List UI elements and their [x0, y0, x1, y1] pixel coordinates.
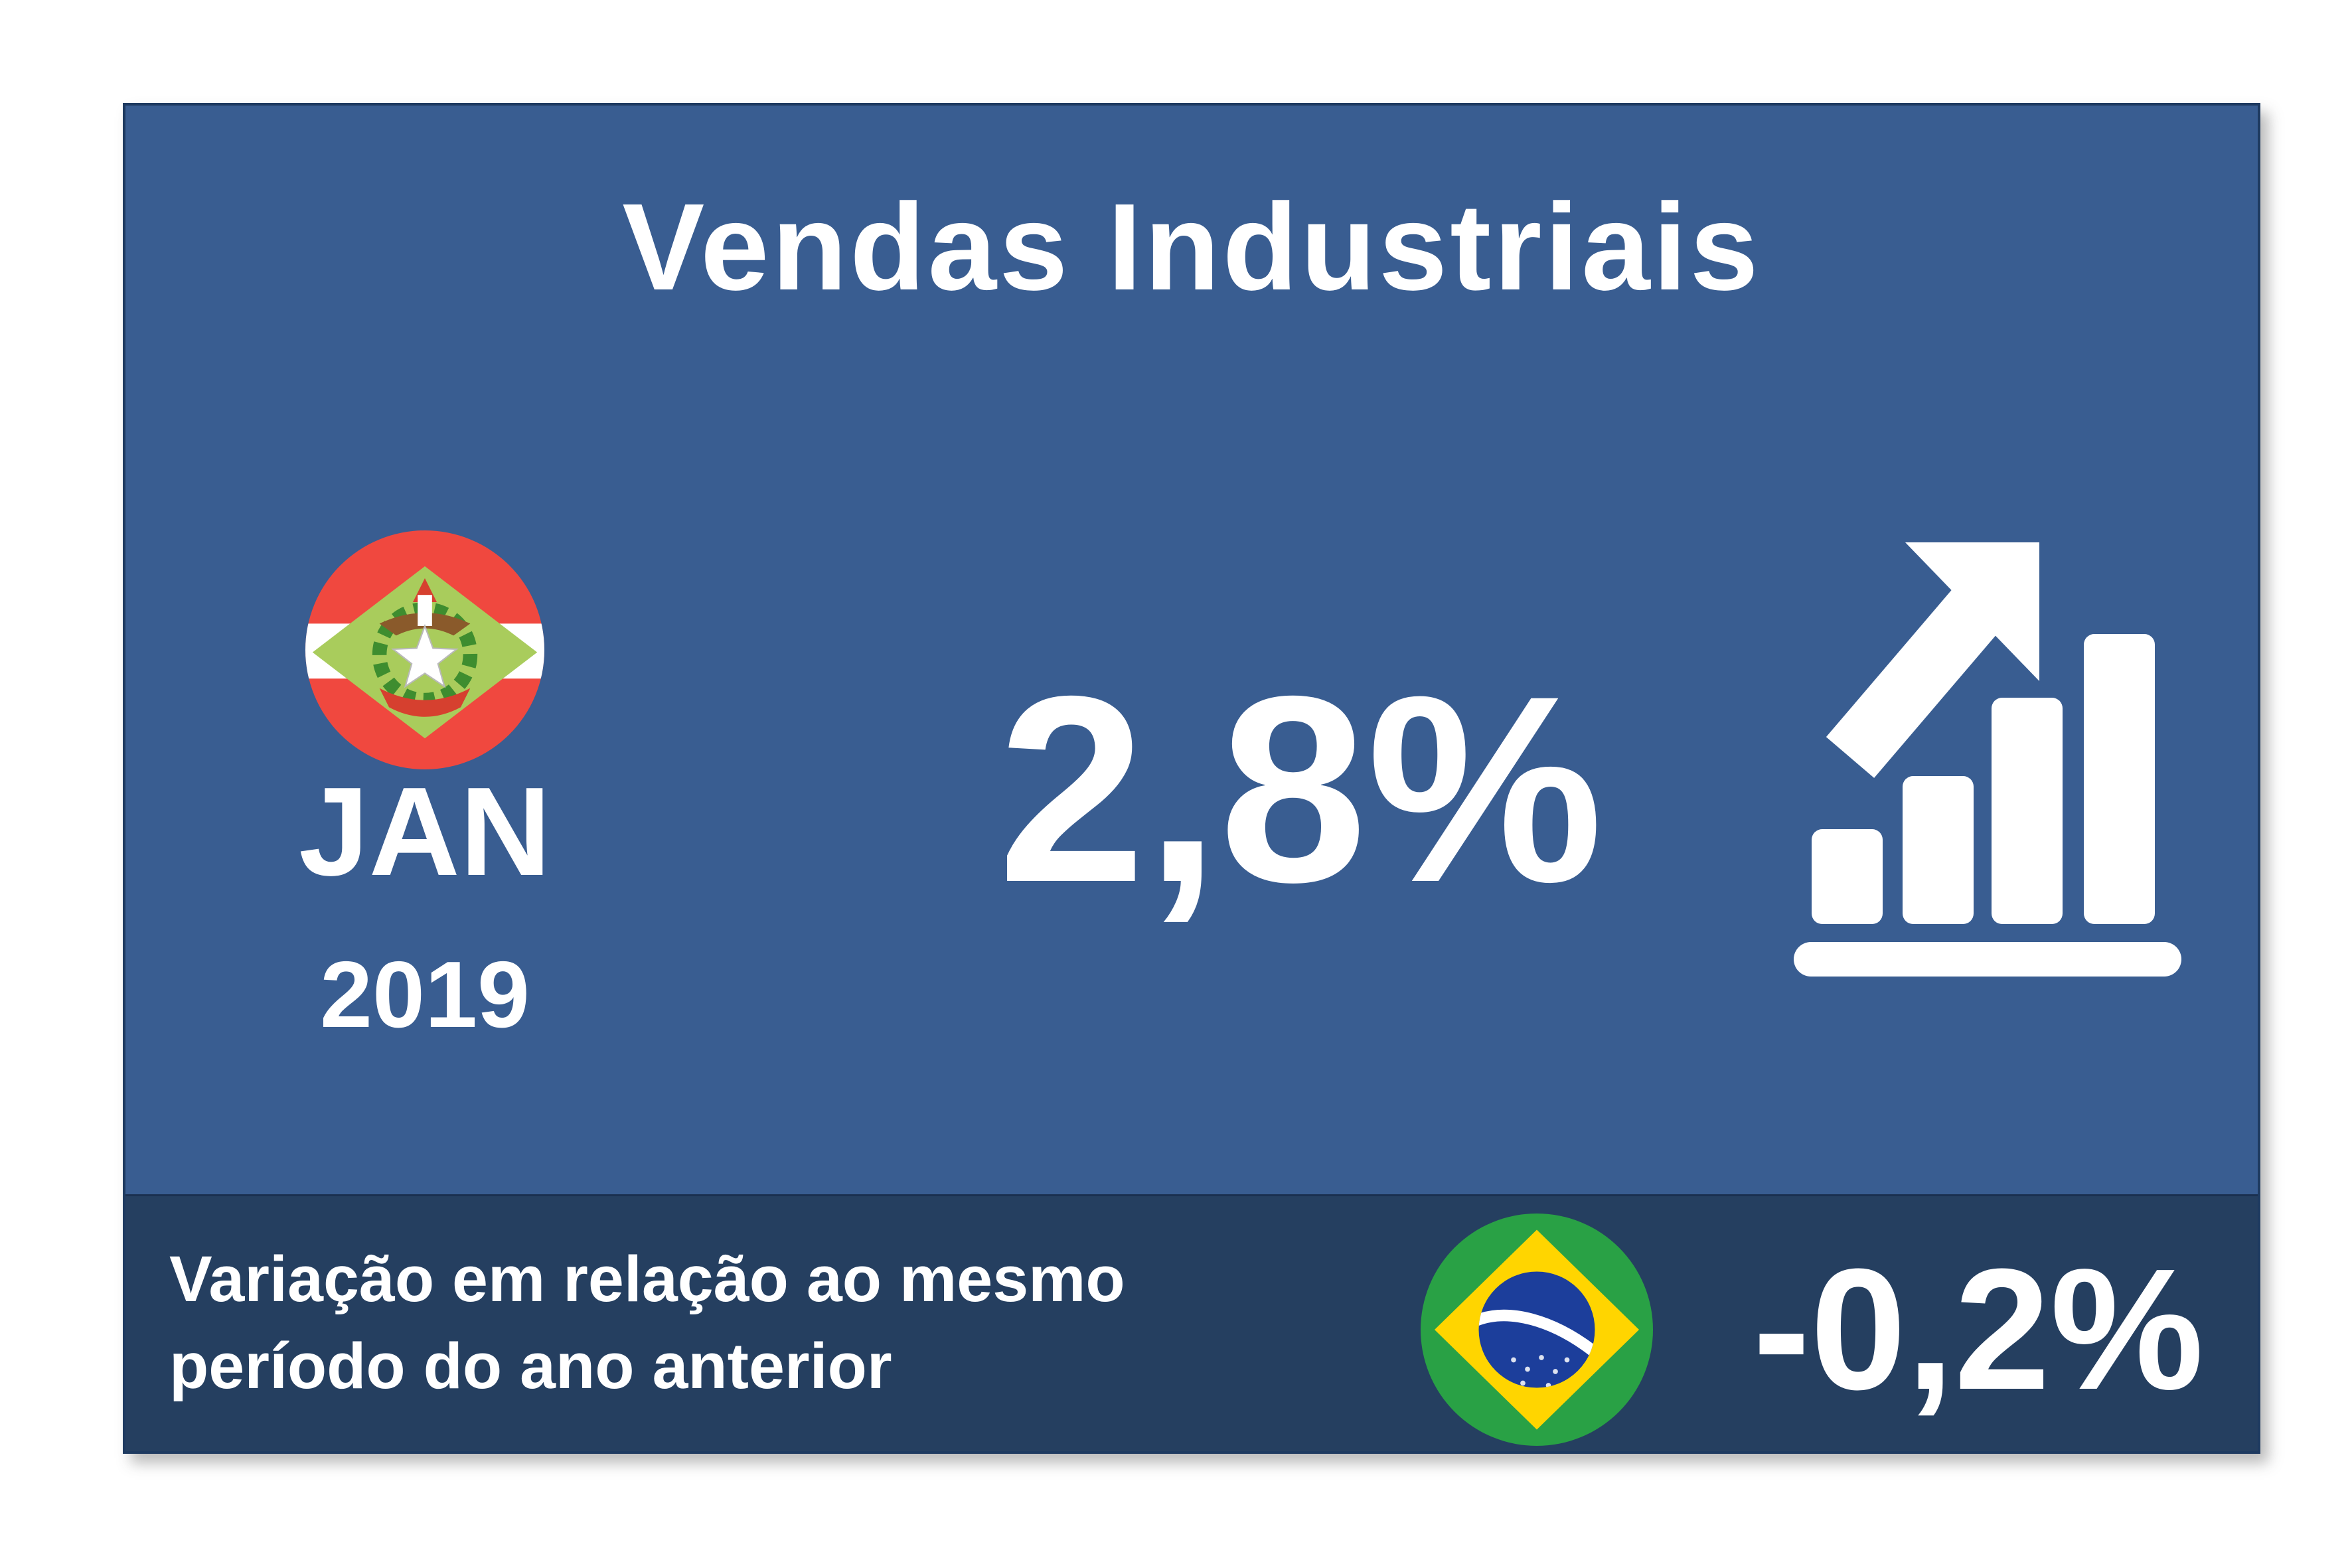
brazil-flag-icon [1421, 1214, 1653, 1446]
growth-bar-chart-icon [1788, 534, 2187, 982]
footer-note-line-1: Variação em relação ao mesmo [169, 1243, 1125, 1315]
coat-of-arms [372, 578, 478, 717]
kpi-card: Vendas Industriais [123, 103, 2260, 1454]
main-value: 2,8% [998, 641, 1603, 937]
month-label: JAN [298, 761, 552, 902]
brazil-flag-svg [1421, 1214, 1653, 1446]
card-title: Vendas Industriais [622, 179, 1761, 316]
santa-catarina-flag-svg [305, 530, 544, 769]
footer-note-line-2: período do ano anterior [169, 1329, 892, 1402]
santa-catarina-flag-icon [305, 530, 544, 769]
comparison-value: -0,2% [1753, 1233, 2204, 1426]
year-label: 2019 [320, 942, 530, 1048]
footer-bar: Variação em relação ao mesmo período do … [125, 1194, 2258, 1451]
footer-note: Variação em relação ao mesmo período do … [169, 1236, 1125, 1410]
growth-bar-chart-svg [1794, 542, 2181, 977]
